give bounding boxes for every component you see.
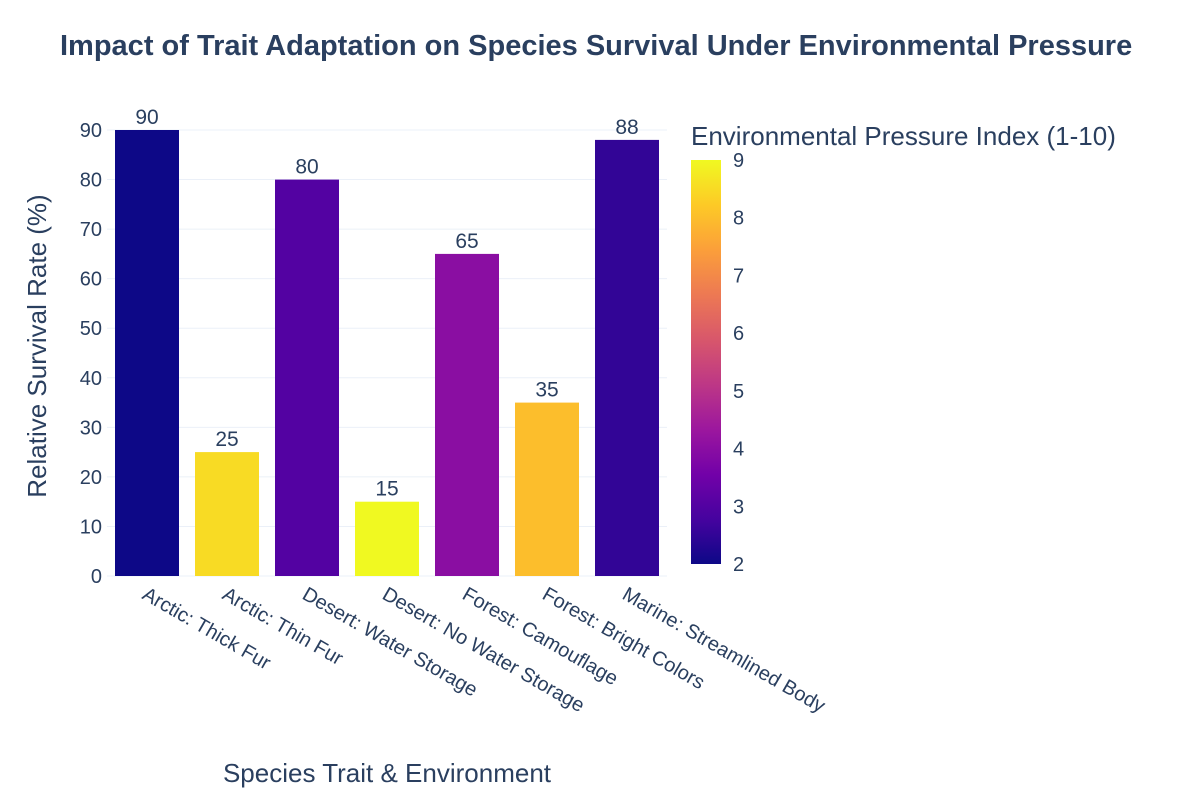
colorbar-tick-label: 5 xyxy=(733,381,744,403)
bars xyxy=(115,130,659,576)
colorbar-tick-labels: 2 3 4 5 6 7 8 9 xyxy=(733,150,744,576)
bar xyxy=(515,402,579,576)
colorbar-tick-label: 3 xyxy=(733,496,744,518)
bar xyxy=(595,139,659,576)
y-axis-tick-labels: 0 10 20 30 40 50 60 70 80 90 xyxy=(80,120,102,588)
x-axis-title: Species Trait & Environment xyxy=(223,758,552,788)
bar xyxy=(195,452,259,576)
y-tick-label: 80 xyxy=(80,170,102,192)
y-tick-label: 50 xyxy=(80,318,102,340)
y-tick-label: 40 xyxy=(80,368,102,390)
y-tick-label: 20 xyxy=(80,467,102,489)
bar-value-label: 80 xyxy=(295,156,318,179)
colorbar-tick-label: 8 xyxy=(733,208,744,230)
colorbar-tick-label: 7 xyxy=(733,265,744,287)
colorbar xyxy=(691,160,721,564)
y-tick-label: 60 xyxy=(80,269,102,291)
colorbar-tick-label: 4 xyxy=(733,439,744,461)
bar-value-label: 35 xyxy=(535,379,558,402)
y-tick-label: 0 xyxy=(91,566,102,588)
y-axis-title: Relative Survival Rate (%) xyxy=(22,194,52,497)
colorbar-tick-label: 9 xyxy=(733,150,744,172)
y-tick-label: 90 xyxy=(80,120,102,142)
bar-value-labels: 90 25 80 15 65 35 88 xyxy=(135,106,638,501)
bar-value-label: 15 xyxy=(375,478,398,501)
bar xyxy=(355,501,419,576)
colorbar-tick-label: 6 xyxy=(733,323,744,345)
bar xyxy=(435,253,499,576)
colorbar-tick-label: 2 xyxy=(733,554,744,576)
bar xyxy=(275,179,339,576)
colorbar-title: Environmental Pressure Index (1-10) xyxy=(691,121,1116,151)
y-tick-label: 30 xyxy=(80,417,102,439)
bar xyxy=(115,130,179,576)
chart-title: Impact of Trait Adaptation on Species Su… xyxy=(60,30,1132,62)
bar-value-label: 88 xyxy=(615,116,638,139)
y-tick-label: 10 xyxy=(80,516,102,538)
bar-value-label: 65 xyxy=(455,230,478,253)
y-tick-label: 70 xyxy=(80,219,102,241)
bar-value-label: 25 xyxy=(215,428,238,451)
bar-value-label: 90 xyxy=(135,106,158,129)
